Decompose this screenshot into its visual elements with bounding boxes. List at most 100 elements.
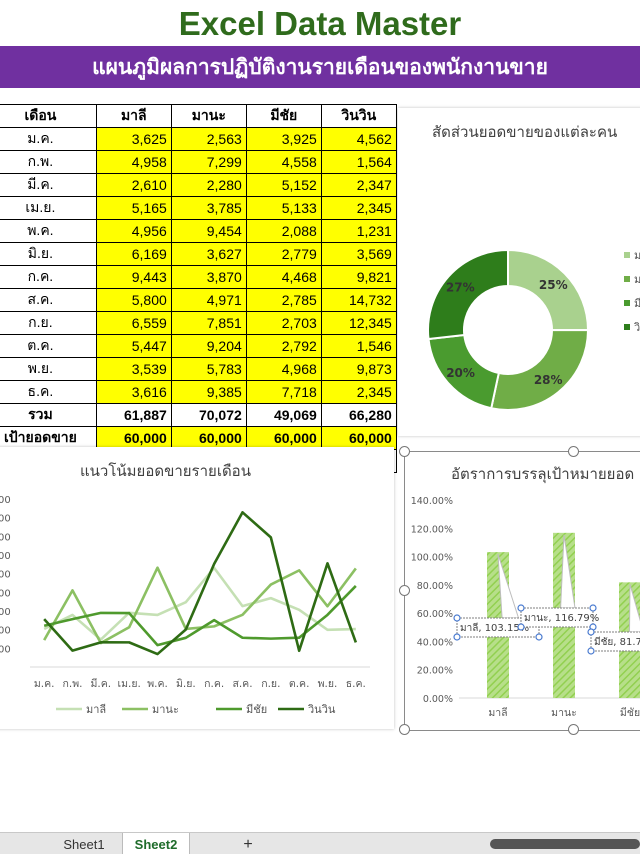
- horizontal-scrollbar[interactable]: [490, 839, 640, 849]
- value-cell[interactable]: 3,785: [171, 197, 246, 220]
- pie-chart-panel[interactable]: สัดส่วนยอดขายของแต่ละคน 25%28%20%27%มาลี…: [398, 108, 640, 436]
- header-cell[interactable]: เดือน: [0, 105, 96, 128]
- total-label-cell[interactable]: รวม: [0, 404, 96, 427]
- value-cell[interactable]: 2,563: [171, 128, 246, 151]
- x-tick-label: ม.ค.: [34, 678, 55, 690]
- value-cell[interactable]: 4,558: [246, 151, 321, 174]
- resize-handle-top-middle[interactable]: [568, 446, 579, 457]
- legend-label: มีชัย: [634, 297, 640, 310]
- resize-handle-middle-left[interactable]: [399, 585, 410, 596]
- value-cell[interactable]: 2,088: [246, 220, 321, 243]
- header-cell[interactable]: มานะ: [171, 105, 246, 128]
- month-cell[interactable]: พ.ค.: [0, 220, 96, 243]
- value-cell[interactable]: 3,569: [321, 243, 396, 266]
- month-cell[interactable]: ธ.ค.: [0, 381, 96, 404]
- total-cell[interactable]: 49,069: [246, 404, 321, 427]
- header-cell[interactable]: มาลี: [96, 105, 171, 128]
- value-cell[interactable]: 1,546: [321, 335, 396, 358]
- legend-label: มานะ: [152, 703, 179, 716]
- y-tick-label: 0.00%: [423, 694, 453, 705]
- resize-handle-top-left[interactable]: [399, 446, 410, 457]
- month-cell[interactable]: เม.ย.: [0, 197, 96, 220]
- value-cell[interactable]: 3,616: [96, 381, 171, 404]
- value-cell[interactable]: 1,564: [321, 151, 396, 174]
- label-handle: [536, 634, 542, 640]
- value-cell[interactable]: 7,851: [171, 312, 246, 335]
- y-tick-label: 00: [0, 607, 11, 618]
- month-cell[interactable]: ม.ค.: [0, 128, 96, 151]
- y-tick-label: 00: [0, 644, 11, 655]
- month-cell[interactable]: ก.ค.: [0, 266, 96, 289]
- value-cell[interactable]: 7,299: [171, 151, 246, 174]
- resize-handle-bottom-left[interactable]: [399, 724, 410, 735]
- value-cell[interactable]: 9,385: [171, 381, 246, 404]
- total-cell[interactable]: 61,887: [96, 404, 171, 427]
- y-tick-label: 100.00%: [411, 553, 453, 564]
- pie-slice: [491, 330, 588, 410]
- value-cell[interactable]: 2,347: [321, 174, 396, 197]
- value-cell[interactable]: 7,718: [246, 381, 321, 404]
- month-cell[interactable]: ก.ย.: [0, 312, 96, 335]
- legend-label: มีชัย: [246, 703, 267, 716]
- value-cell[interactable]: 9,204: [171, 335, 246, 358]
- legend-label: วินวิน: [307, 703, 336, 716]
- month-cell[interactable]: มี.ค.: [0, 174, 96, 197]
- value-cell[interactable]: 9,873: [321, 358, 396, 381]
- value-cell[interactable]: 4,468: [246, 266, 321, 289]
- pie-slice: [428, 250, 508, 339]
- month-cell[interactable]: พ.ย.: [0, 358, 96, 381]
- total-cell[interactable]: 70,072: [171, 404, 246, 427]
- value-cell[interactable]: 1,231: [321, 220, 396, 243]
- value-cell[interactable]: 3,870: [171, 266, 246, 289]
- value-cell[interactable]: 2,785: [246, 289, 321, 312]
- value-cell[interactable]: 2,779: [246, 243, 321, 266]
- month-cell[interactable]: มิ.ย.: [0, 243, 96, 266]
- value-cell[interactable]: 4,968: [246, 358, 321, 381]
- add-sheet-button[interactable]: +: [236, 833, 260, 854]
- value-cell[interactable]: 2,280: [171, 174, 246, 197]
- value-cell[interactable]: 9,821: [321, 266, 396, 289]
- value-cell[interactable]: 2,792: [246, 335, 321, 358]
- pie-data-label: 20%: [446, 366, 475, 380]
- value-cell[interactable]: 4,971: [171, 289, 246, 312]
- x-tick-label: ก.พ.: [63, 678, 83, 690]
- value-cell[interactable]: 3,625: [96, 128, 171, 151]
- value-cell[interactable]: 5,133: [246, 197, 321, 220]
- header-cell[interactable]: มีชัย: [246, 105, 321, 128]
- value-cell[interactable]: 2,345: [321, 381, 396, 404]
- value-cell[interactable]: 3,627: [171, 243, 246, 266]
- y-tick-label: 80.00%: [417, 581, 453, 592]
- value-cell[interactable]: 4,956: [96, 220, 171, 243]
- sheet-tab-sheet2[interactable]: Sheet2: [122, 833, 190, 854]
- month-cell[interactable]: ส.ค.: [0, 289, 96, 312]
- value-cell[interactable]: 5,165: [96, 197, 171, 220]
- value-cell[interactable]: 4,958: [96, 151, 171, 174]
- value-cell[interactable]: 3,925: [246, 128, 321, 151]
- value-cell[interactable]: 5,447: [96, 335, 171, 358]
- value-cell[interactable]: 2,610: [96, 174, 171, 197]
- value-cell[interactable]: 2,345: [321, 197, 396, 220]
- total-cell[interactable]: 66,280: [321, 404, 396, 427]
- value-cell[interactable]: 3,539: [96, 358, 171, 381]
- value-cell[interactable]: 6,169: [96, 243, 171, 266]
- value-cell[interactable]: 9,443: [96, 266, 171, 289]
- value-cell[interactable]: 9,454: [171, 220, 246, 243]
- month-cell[interactable]: ก.พ.: [0, 151, 96, 174]
- value-cell[interactable]: 2,703: [246, 312, 321, 335]
- value-cell[interactable]: 5,783: [171, 358, 246, 381]
- sheet-tab-sheet1[interactable]: Sheet1: [56, 833, 112, 854]
- resize-handle-bottom-middle[interactable]: [568, 724, 579, 735]
- value-cell[interactable]: 6,559: [96, 312, 171, 335]
- x-tick-label: มาลี: [488, 706, 507, 719]
- pie-data-label: 28%: [534, 373, 563, 387]
- month-cell[interactable]: ต.ค.: [0, 335, 96, 358]
- value-cell[interactable]: 12,345: [321, 312, 396, 335]
- value-cell[interactable]: 14,732: [321, 289, 396, 312]
- bar-chart-panel[interactable]: อัตราการบรรลุเป้าหมายยอด 0.00%20.00%40.0…: [404, 451, 640, 731]
- legend-swatch: [624, 300, 630, 306]
- value-cell[interactable]: 4,562: [321, 128, 396, 151]
- header-cell[interactable]: วินวิน: [321, 105, 396, 128]
- value-cell[interactable]: 5,800: [96, 289, 171, 312]
- value-cell[interactable]: 5,152: [246, 174, 321, 197]
